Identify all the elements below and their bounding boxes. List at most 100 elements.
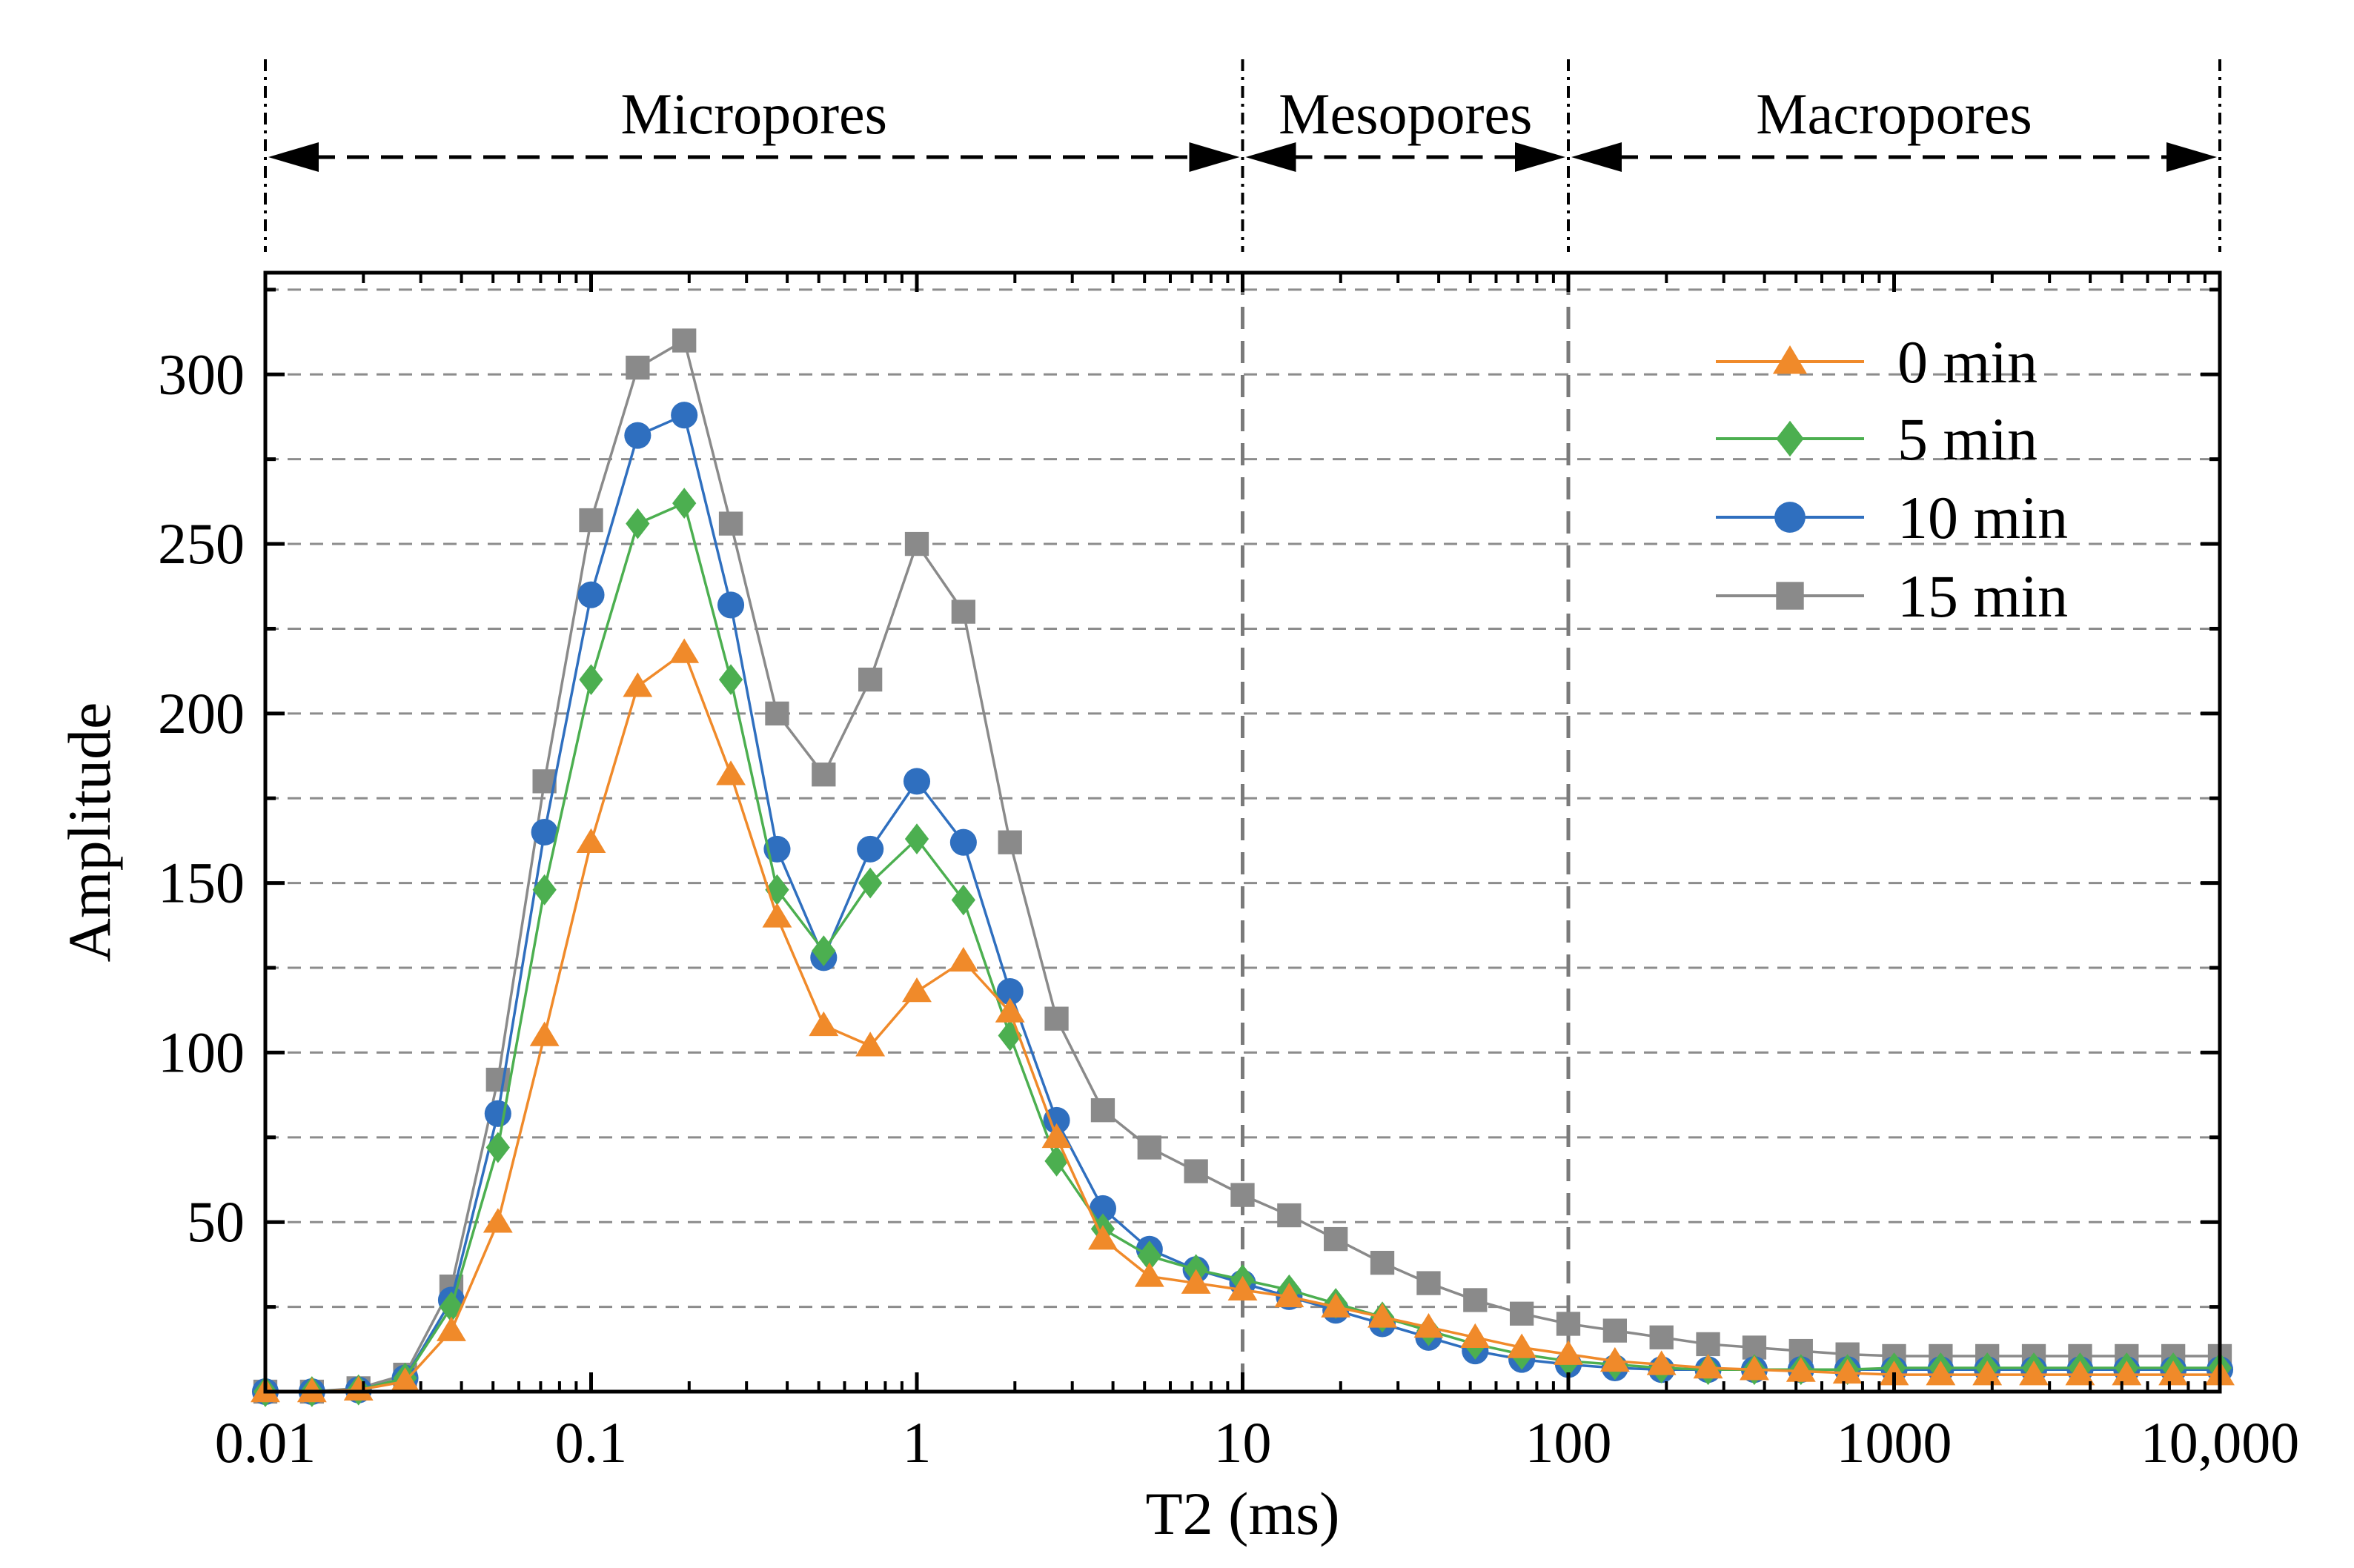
- data-point: [1274, 1282, 1304, 1308]
- legend-item: 15 min: [1716, 562, 2068, 630]
- data-point: [1230, 1183, 1255, 1207]
- data-point: [1044, 1145, 1069, 1177]
- data-point: [1184, 1159, 1208, 1183]
- data-point: [1181, 1269, 1211, 1294]
- data-point: [485, 1067, 510, 1092]
- data-point: [1413, 1313, 1444, 1338]
- data-point: [716, 760, 746, 785]
- data-point: [1740, 1355, 1769, 1381]
- legend-item: 5 min: [1716, 405, 2038, 473]
- data-point: [343, 1375, 374, 1401]
- data-point: [529, 1021, 560, 1046]
- data-point: [1088, 1225, 1118, 1250]
- legend-marker: [1776, 582, 1804, 610]
- data-point: [903, 768, 931, 795]
- data-point: [718, 511, 743, 536]
- data-point: [2112, 1361, 2142, 1386]
- data-point: [1649, 1325, 1674, 1349]
- data-point: [1646, 1350, 1677, 1375]
- data-point: [1463, 1288, 1488, 1312]
- data-point: [1324, 1226, 1348, 1252]
- data-point: [902, 977, 932, 1003]
- data-point: [437, 1316, 466, 1341]
- data-point: [1134, 1262, 1164, 1287]
- data-point: [1370, 1250, 1395, 1275]
- data-point: [904, 823, 929, 855]
- data-point: [948, 946, 978, 972]
- region-label: Micropores: [620, 82, 887, 146]
- data-point: [1090, 1098, 1115, 1123]
- data-point: [1510, 1301, 1534, 1326]
- data-point: [904, 531, 929, 557]
- data-point: [1507, 1333, 1537, 1358]
- y-tick-label: 150: [158, 851, 245, 915]
- arrowhead: [1189, 142, 1240, 172]
- data-point: [857, 835, 884, 863]
- data-point: [484, 1100, 511, 1127]
- data-point: [1367, 1303, 1397, 1328]
- x-tick-label: 0.01: [215, 1410, 316, 1475]
- legend-marker: [1774, 502, 1806, 533]
- data-point: [626, 355, 650, 380]
- legend-label: 5 min: [1897, 405, 2038, 473]
- data-point: [995, 997, 1025, 1023]
- data-point: [439, 1291, 464, 1323]
- data-point: [1460, 1323, 1491, 1349]
- data-point: [1786, 1357, 1816, 1382]
- arrowhead: [1245, 142, 1296, 172]
- data-point: [717, 591, 745, 619]
- data-point: [998, 830, 1022, 854]
- y-axis-title: Amplitude: [56, 702, 123, 963]
- data-point: [1693, 1353, 1723, 1379]
- x-tick-label: 1000: [1837, 1410, 1952, 1475]
- data-point: [812, 763, 836, 787]
- legend-label: 10 min: [1897, 484, 2068, 551]
- legend-label: 0 min: [1897, 328, 2038, 396]
- data-point: [1599, 1346, 1630, 1372]
- data-point: [669, 638, 700, 663]
- legend-marker: [1776, 420, 1804, 457]
- legend-marker: [1772, 345, 1808, 374]
- data-point: [812, 935, 836, 967]
- x-tick-label: 10,000: [2141, 1410, 2300, 1475]
- data-point: [483, 1208, 513, 1233]
- x-tick-label: 0.1: [555, 1410, 628, 1475]
- data-point: [765, 701, 789, 725]
- region-label: Mesopores: [1279, 82, 1532, 146]
- data-point: [1041, 1123, 1072, 1149]
- x-tick-label: 1: [903, 1410, 932, 1475]
- arrowhead: [268, 142, 319, 172]
- pore-region-annotations: Micropores Mesopores Macropores: [264, 59, 2221, 252]
- data-point: [1832, 1358, 1863, 1384]
- x-tick-label: 100: [1525, 1410, 1612, 1475]
- data-point: [672, 328, 697, 353]
- axis-ticks: [263, 273, 2222, 1392]
- arrowhead: [2166, 142, 2217, 172]
- data-point: [855, 1032, 886, 1057]
- legend: 0 min 5 min 10 min 15 min: [1716, 328, 2068, 630]
- data-point: [858, 867, 883, 899]
- data-point: [623, 672, 653, 697]
- data-point: [577, 581, 605, 608]
- y-tick-label: 200: [158, 681, 245, 745]
- data-point: [951, 599, 975, 624]
- data-point: [1416, 1271, 1441, 1295]
- data-point: [809, 1011, 839, 1037]
- y-tick-label: 100: [158, 1020, 245, 1084]
- data-point: [2158, 1361, 2189, 1386]
- series-0-min: [251, 638, 2235, 1403]
- data-point: [579, 664, 603, 695]
- region-label: Macropores: [1756, 82, 2032, 146]
- x-axis-title: T2 (ms): [1146, 1480, 1340, 1547]
- data-point: [579, 508, 603, 533]
- x-tick-label: 10: [1214, 1410, 1272, 1475]
- data-point: [624, 422, 652, 449]
- data-point: [1227, 1275, 1258, 1300]
- data-point: [1089, 1195, 1117, 1222]
- data-point: [2065, 1361, 2095, 1386]
- data-point: [858, 667, 883, 692]
- data-point: [671, 402, 698, 429]
- data-point: [718, 664, 743, 695]
- series-line: [265, 501, 2220, 1393]
